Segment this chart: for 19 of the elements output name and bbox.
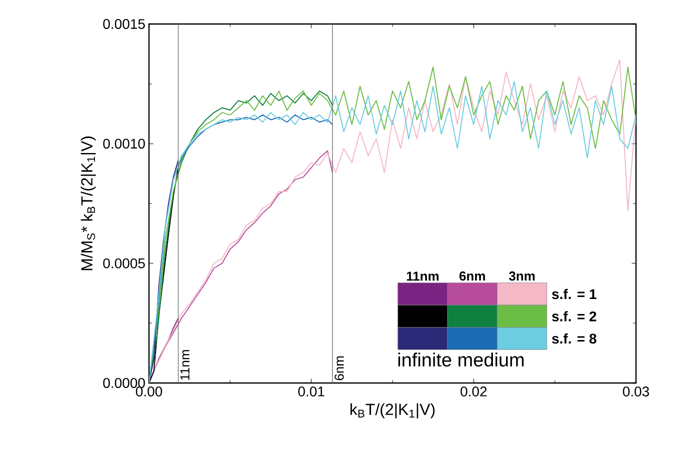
x-axis-title: k$_{B}$T/(2|K$_{1}$|V) bbox=[350, 403, 435, 418]
x-tick-label: 0.02 bbox=[460, 386, 487, 396]
x-tick-label: 0.03 bbox=[622, 386, 649, 396]
y-tick-label: 0.0000 bbox=[103, 378, 145, 388]
y-tick-label: 0.0005 bbox=[103, 258, 145, 268]
annotation: 3nm bbox=[508, 271, 535, 281]
y-axis-title: M/M$_{S}$* k$_{B}$T/(2|K$_{1}$|V) bbox=[80, 136, 96, 270]
annotation: s.f. = 1 bbox=[552, 288, 596, 300]
annotation: s.f. = 2 bbox=[552, 311, 596, 322]
annotation: infinite medium bbox=[398, 352, 524, 367]
annotation: s.f. = 8 bbox=[552, 333, 596, 344]
x-tick-label: 0.01 bbox=[298, 386, 324, 396]
x-tick-label: 0.00 bbox=[136, 386, 162, 396]
annotation: 11nm bbox=[406, 272, 439, 281]
annotation: 6nm bbox=[459, 271, 485, 281]
ref-line-label: 11nm bbox=[180, 350, 190, 380]
y-tick-label: 0.0015 bbox=[103, 19, 145, 29]
ref-line-label: 6nm bbox=[334, 356, 344, 380]
y-tick-label: 0.0010 bbox=[103, 138, 145, 149]
